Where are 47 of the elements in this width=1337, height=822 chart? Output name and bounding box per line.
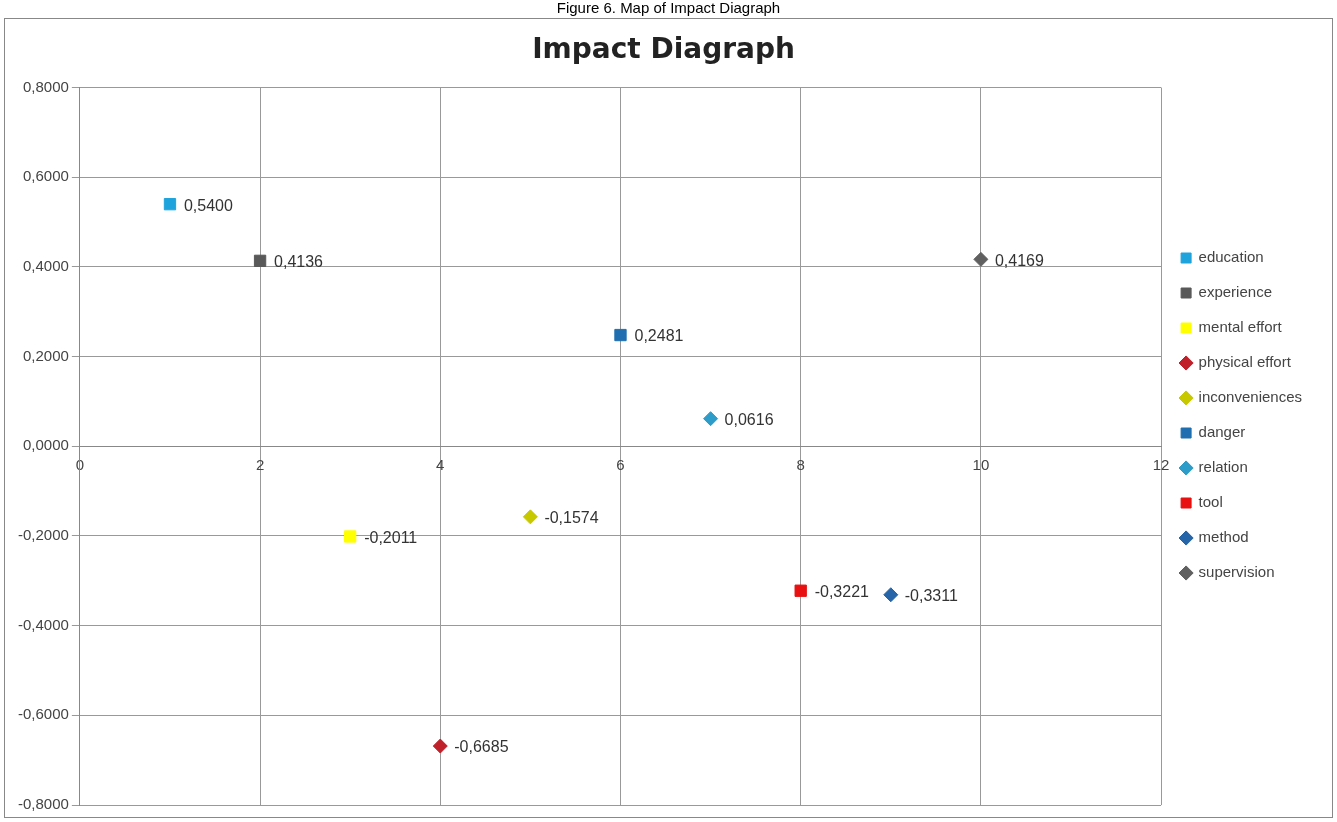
y-tick-label: -0,4000: [18, 615, 69, 633]
legend-label: supervision: [1198, 563, 1275, 581]
data-label: 0,2481: [634, 327, 684, 345]
legend-label: method: [1198, 528, 1249, 546]
y-tick-label: -0,8000: [18, 795, 69, 813]
y-tick-label: 0,4000: [22, 257, 69, 275]
x-tick-label: 6: [616, 456, 625, 474]
legend-label: tool: [1198, 493, 1223, 511]
legend-label: danger: [1198, 423, 1246, 441]
data-label: 0,4169: [994, 251, 1044, 269]
x-tick-label: 12: [1152, 456, 1170, 474]
data-label: 0,5400: [183, 196, 234, 214]
point: [522, 509, 538, 525]
data-label: -0,3221: [814, 583, 870, 601]
legend-label: relation: [1198, 458, 1248, 476]
x-tick-label: 2: [255, 456, 265, 474]
data-label: -0,2011: [364, 528, 418, 546]
y-tick-label: 0,8000: [22, 77, 69, 95]
caption: Figure 6. Map of Impact Diagraph: [555, 0, 782, 18]
legend-label: inconveniences: [1198, 388, 1302, 406]
chart-title: Impact Diagraph: [532, 32, 795, 66]
data-label: -0,3311: [904, 587, 958, 605]
point: [253, 254, 267, 268]
legend-label: mental effort: [1198, 318, 1283, 336]
point: [973, 251, 989, 267]
x-tick-label: 8: [796, 456, 805, 474]
y-tick-label: 0,6000: [22, 167, 69, 185]
y-tick-label: 0,2000: [22, 346, 69, 364]
y-tick-label: 0,0000: [22, 436, 69, 454]
legend-label: education: [1198, 248, 1264, 266]
point: [432, 738, 448, 754]
point: [163, 198, 177, 211]
y-tick-label: -0,2000: [18, 526, 69, 544]
data-label: 0,0616: [724, 411, 774, 429]
point: [614, 328, 627, 342]
data-label: -0,6685: [454, 738, 509, 756]
legend-label: experience: [1198, 283, 1272, 301]
x-tick-label: 10: [972, 456, 990, 474]
x-tick-label: 4: [436, 456, 445, 474]
point: [794, 584, 807, 597]
point: [883, 587, 899, 603]
point: [703, 411, 719, 427]
point: [344, 530, 357, 543]
data-label: 0,4136: [274, 253, 324, 271]
legend-label: physical effort: [1198, 353, 1292, 371]
data-label: -0,1574: [544, 509, 599, 527]
y-tick-label: -0,6000: [18, 705, 69, 723]
